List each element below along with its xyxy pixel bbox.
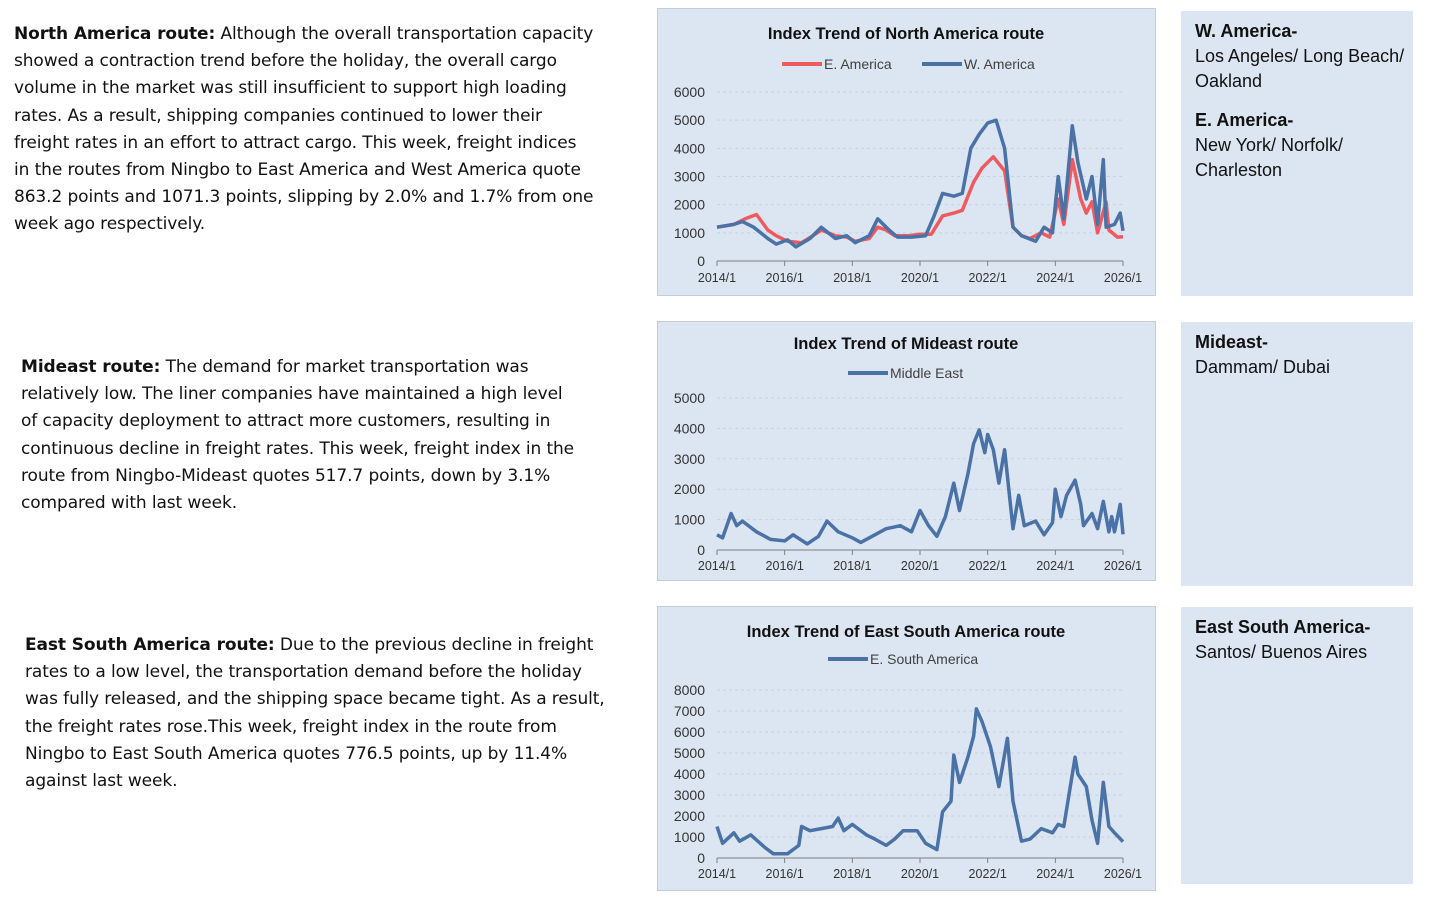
y-tick-label: 2000 [674, 197, 705, 213]
port-list: New York/ Norfolk/ Charleston [1195, 135, 1344, 180]
port-list: Los Angeles/ Long Beach/ Oakland [1195, 46, 1405, 91]
north-america-ports-box: W. America- Los Angeles/ Long Beach/ Oak… [1181, 11, 1413, 296]
x-tick-label: 2014/1 [698, 867, 736, 881]
region-heading: W. America- [1195, 21, 1298, 41]
paragraph-text: Although the overall transportation capa… [14, 24, 594, 235]
paragraph-heading: Mideast route: [21, 357, 161, 377]
east-south-america-ports-box: East South America- Santos/ Buenos Aires [1181, 607, 1413, 884]
port-list: Santos/ Buenos Aires [1195, 642, 1368, 662]
north-america-chart: Index Trend of North America route E. Ame… [657, 8, 1156, 296]
x-tick-label: 2024/1 [1036, 559, 1074, 573]
y-tick-label: 3000 [674, 451, 705, 467]
x-tick-label: 2014/1 [698, 271, 736, 285]
y-tick-label: 4000 [674, 420, 705, 436]
series-line-e-south-america [715, 707, 1125, 856]
x-tick-label: 2024/1 [1036, 271, 1074, 285]
y-tick-label: 5000 [674, 745, 705, 761]
chart-title: Index Trend of East South America route [747, 623, 1065, 641]
y-tick-label: 2000 [674, 808, 705, 824]
paragraph-heading: East South America route: [25, 635, 275, 655]
legend-label: W. America [964, 56, 1035, 72]
x-tick-label: 2020/1 [901, 867, 939, 881]
x-tick-label: 2020/1 [901, 559, 939, 573]
x-tick-label: 2024/1 [1036, 867, 1074, 881]
x-tick-label: 2014/1 [698, 559, 736, 573]
east-south-america-chart: Index Trend of East South America route E… [657, 606, 1156, 891]
x-tick-label: 2022/1 [969, 867, 1007, 881]
region-heading: E. America- [1195, 110, 1294, 130]
mideast-chart: Index Trend of Mideast route Middle East 0… [657, 321, 1156, 581]
y-tick-label: 5000 [674, 112, 705, 128]
port-list: Dammam/ Dubai [1195, 357, 1331, 377]
north-america-paragraph: North America route: Although the overal… [14, 21, 594, 239]
series-line-middle-east [716, 428, 1125, 546]
y-tick-label: 0 [697, 253, 705, 269]
y-tick-label: 0 [697, 850, 705, 866]
x-tick-label: 2016/1 [766, 271, 804, 285]
y-tick-label: 2000 [674, 481, 705, 497]
region-heading: Mideast- [1195, 332, 1269, 352]
mideast-ports-box: Mideast- Dammam/ Dubai [1181, 322, 1413, 586]
chart-svg: Index Trend of East South America route E… [674, 623, 1142, 881]
paragraph-heading: North America route: [14, 24, 216, 44]
y-tick-label: 0 [697, 542, 705, 558]
x-tick-label: 2026/1 [1104, 271, 1142, 285]
legend-label: Middle East [890, 365, 963, 381]
y-tick-label: 4000 [674, 766, 705, 782]
y-tick-label: 6000 [674, 84, 705, 100]
x-tick-label: 2018/1 [833, 867, 871, 881]
x-tick-label: 2026/1 [1104, 559, 1142, 573]
x-tick-label: 2026/1 [1104, 867, 1142, 881]
chart-svg: Index Trend of North America route E. Ame… [674, 25, 1142, 285]
y-tick-label: 3000 [674, 787, 705, 803]
x-tick-label: 2016/1 [766, 867, 804, 881]
x-tick-label: 2022/1 [969, 559, 1007, 573]
region-heading: East South America- [1195, 617, 1371, 637]
y-tick-label: 4000 [674, 140, 705, 156]
series-line-w-america [716, 118, 1125, 249]
y-tick-label: 6000 [674, 724, 705, 740]
x-tick-label: 2020/1 [901, 271, 939, 285]
y-tick-label: 8000 [674, 682, 705, 698]
mideast-paragraph: Mideast route: The demand for market tra… [21, 354, 581, 517]
y-tick-label: 1000 [674, 512, 705, 528]
y-tick-label: 5000 [674, 390, 705, 406]
chart-svg: Index Trend of Mideast route Middle East 0… [674, 335, 1142, 573]
chart-title: Index Trend of North America route [768, 25, 1044, 43]
legend-label: E. South America [870, 651, 978, 667]
paragraph-text: The demand for market transportation was… [21, 357, 575, 514]
x-tick-label: 2022/1 [969, 271, 1007, 285]
y-tick-label: 1000 [674, 225, 705, 241]
x-tick-label: 2016/1 [766, 559, 804, 573]
y-tick-label: 7000 [674, 703, 705, 719]
x-tick-label: 2018/1 [833, 271, 871, 285]
legend-label: E. America [824, 56, 892, 72]
y-tick-label: 3000 [674, 169, 705, 185]
chart-title: Index Trend of Mideast route [794, 335, 1019, 353]
x-tick-label: 2018/1 [833, 559, 871, 573]
paragraph-text: Due to the previous decline in freight r… [25, 635, 605, 792]
y-tick-label: 1000 [674, 829, 705, 845]
east-south-america-paragraph: East South America route: Due to the pre… [25, 632, 605, 795]
